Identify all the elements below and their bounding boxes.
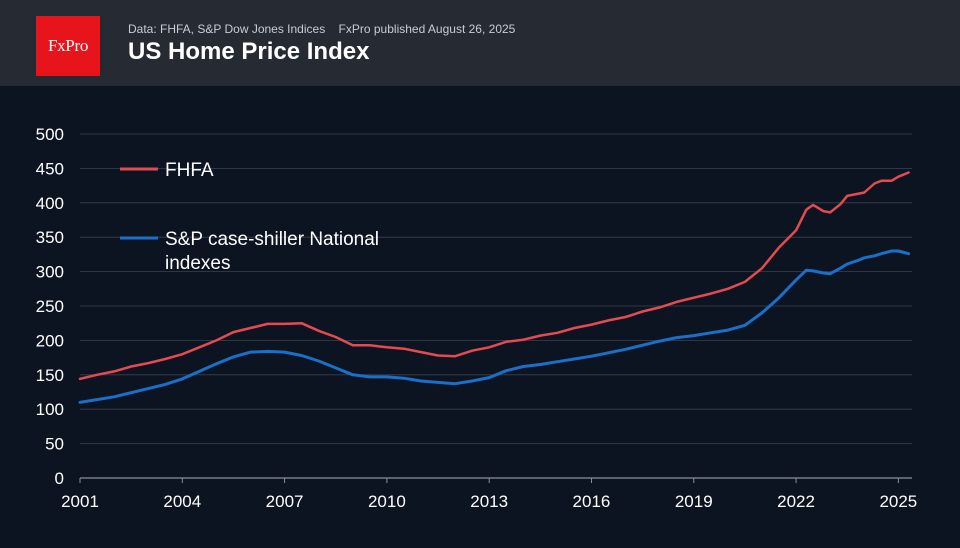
fxpro-logo: FxPro xyxy=(36,16,100,76)
x-tick-label: 2019 xyxy=(675,492,713,511)
x-tick-label: 2016 xyxy=(573,492,611,511)
y-tick-label: 0 xyxy=(55,469,64,488)
y-tick-label: 250 xyxy=(36,297,64,316)
x-tick-label: 2010 xyxy=(368,492,406,511)
legend-label-fhfa: FHFA xyxy=(165,160,214,181)
legend: FHFA S&P case-shiller National indexes xyxy=(120,160,379,274)
x-tick-label: 2025 xyxy=(879,492,917,511)
series-lines xyxy=(78,171,911,404)
publish-date: FxPro published August 26, 2025 xyxy=(338,22,516,36)
logo-text: FxPro xyxy=(47,36,89,55)
y-axis-ticks: 0 50 100 150 200 250 300 350 400 450 500 xyxy=(36,125,64,488)
chart-header: FxPro Data: FHFA, S&P Dow Jones Indices … xyxy=(0,0,960,86)
x-tick-label: 2004 xyxy=(163,492,201,511)
legend-label-sp: S&P case-shiller National indexes xyxy=(165,229,379,274)
chart-meta: Data: FHFA, S&P Dow Jones Indices FxPro … xyxy=(128,22,515,36)
y-tick-label: 300 xyxy=(36,263,64,282)
y-tick-label: 100 xyxy=(36,400,64,419)
y-tick-label: 350 xyxy=(36,228,64,247)
y-tick-label: 200 xyxy=(36,331,64,350)
y-tick-label: 500 xyxy=(36,125,64,144)
x-tick-label: 2013 xyxy=(470,492,508,511)
x-tick-label: 2022 xyxy=(777,492,815,511)
x-tick-label: 2001 xyxy=(61,492,99,511)
y-tick-label: 50 xyxy=(45,435,64,454)
chart-title: US Home Price Index xyxy=(128,38,370,65)
y-tick-label: 400 xyxy=(36,194,64,213)
y-tick-label: 450 xyxy=(36,159,64,178)
gridlines xyxy=(80,133,912,479)
y-tick-label: 150 xyxy=(36,366,64,385)
fhfa-line xyxy=(78,171,910,381)
sp-case-shiller-line xyxy=(78,249,911,404)
x-axis-ticks: 2001 2004 2007 2010 2013 2016 2019 2022 2025 xyxy=(61,478,917,511)
x-tick-label: 2007 xyxy=(266,492,304,511)
data-source: Data: FHFA, S&P Dow Jones Indices xyxy=(128,22,326,36)
